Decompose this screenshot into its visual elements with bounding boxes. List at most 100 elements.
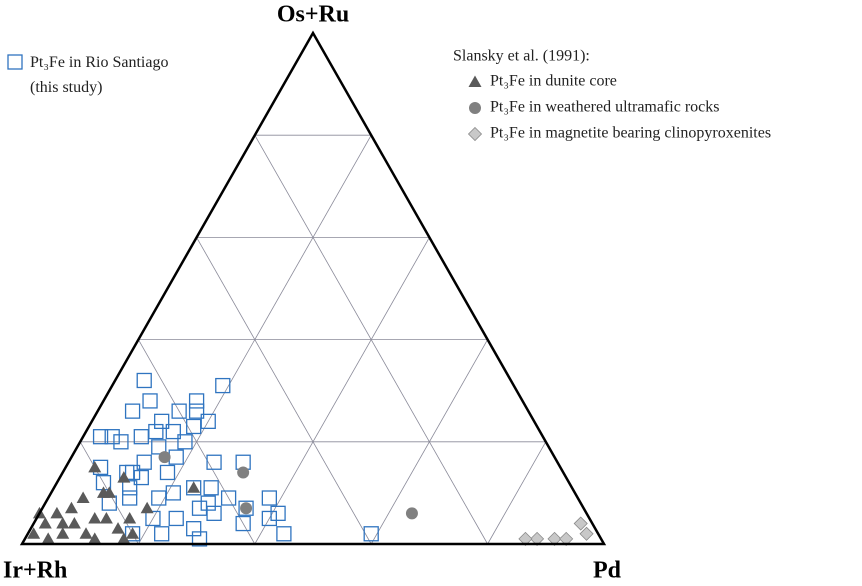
square-marker bbox=[133, 429, 149, 445]
square-marker bbox=[92, 429, 109, 445]
triangle-marker bbox=[88, 511, 102, 524]
diamond-marker bbox=[559, 531, 574, 546]
diamond-marker bbox=[573, 516, 588, 531]
grid-line bbox=[138, 339, 256, 545]
triangle-marker bbox=[111, 522, 125, 534]
triangle-frame bbox=[19, 30, 607, 546]
legend-entry: Pt₃Fe in Rio Santiago (this study) bbox=[30, 54, 169, 96]
square-marker bbox=[124, 403, 141, 419]
legend-entry: Pt₃Fe in magnetite bearing clinopyroxeni… bbox=[490, 125, 771, 142]
circle-marker bbox=[158, 451, 171, 464]
square-marker bbox=[101, 495, 117, 511]
square-marker bbox=[151, 439, 167, 455]
square-marker bbox=[148, 423, 164, 440]
triangle-marker bbox=[123, 511, 137, 524]
grid-line bbox=[370, 339, 488, 545]
square-marker bbox=[186, 480, 202, 496]
square-marker bbox=[171, 403, 187, 419]
square-marker bbox=[7, 54, 23, 70]
square-marker bbox=[261, 490, 278, 506]
circle-marker bbox=[405, 507, 418, 520]
square-marker bbox=[220, 490, 237, 506]
diamond-marker bbox=[579, 526, 594, 541]
square-marker bbox=[363, 526, 379, 542]
square-marker bbox=[104, 429, 120, 445]
square-marker bbox=[159, 464, 176, 481]
square-marker bbox=[200, 495, 216, 511]
diamond-marker bbox=[547, 531, 562, 546]
square-marker bbox=[133, 469, 149, 486]
square-marker bbox=[151, 490, 167, 506]
vertex-label: Ir+Rh bbox=[3, 558, 67, 584]
square-marker bbox=[276, 526, 292, 542]
square-marker bbox=[154, 413, 170, 430]
triangle-marker bbox=[88, 532, 102, 544]
square-marker bbox=[165, 485, 181, 501]
circle-marker bbox=[240, 502, 253, 515]
triangle-marker bbox=[56, 517, 70, 529]
square-marker bbox=[177, 434, 193, 450]
triangle-marker bbox=[102, 486, 116, 498]
triangle-marker bbox=[117, 532, 131, 544]
square-marker bbox=[136, 454, 152, 470]
square-marker bbox=[261, 510, 278, 527]
triangle-marker bbox=[64, 501, 78, 514]
square-marker bbox=[270, 505, 286, 521]
diamond-marker bbox=[518, 531, 533, 546]
triangle-marker bbox=[79, 527, 93, 539]
triangle-marker bbox=[76, 491, 90, 504]
square-marker bbox=[238, 500, 254, 516]
vertex-label: Os+Ru bbox=[277, 2, 349, 28]
triangle-marker bbox=[468, 75, 482, 87]
grid-line bbox=[487, 441, 547, 545]
triangle-marker bbox=[140, 501, 154, 514]
circle-marker bbox=[469, 102, 481, 114]
triangle-marker bbox=[50, 506, 64, 519]
diamond-marker bbox=[467, 126, 483, 142]
legend-entry: Pt₃Fe in weathered ultramafic rocks bbox=[490, 99, 720, 116]
square-marker bbox=[168, 449, 184, 465]
series bbox=[92, 372, 379, 547]
square-marker bbox=[165, 423, 181, 440]
square-marker bbox=[142, 393, 158, 409]
square-marker bbox=[154, 526, 170, 542]
square-marker bbox=[203, 480, 219, 496]
square-marker bbox=[188, 393, 205, 409]
triangle-marker bbox=[126, 527, 140, 539]
square-marker bbox=[186, 521, 202, 537]
square-marker bbox=[145, 510, 161, 527]
square-marker bbox=[206, 454, 222, 470]
triangle-marker bbox=[117, 471, 131, 483]
series bbox=[518, 516, 594, 546]
square-marker bbox=[136, 372, 152, 389]
grid-line bbox=[254, 237, 430, 545]
square-marker bbox=[191, 531, 208, 547]
square-marker bbox=[235, 515, 251, 532]
square-marker bbox=[122, 480, 138, 496]
series bbox=[27, 460, 201, 544]
triangle-marker bbox=[56, 527, 70, 539]
square-marker bbox=[206, 505, 222, 521]
square-marker bbox=[122, 490, 138, 506]
square-marker bbox=[124, 526, 141, 542]
square-marker bbox=[215, 377, 231, 394]
series bbox=[158, 451, 418, 520]
triangle-marker bbox=[88, 460, 102, 473]
diamond-marker bbox=[530, 531, 545, 546]
triangle-marker bbox=[38, 517, 52, 529]
legend-entry: Pt₃Fe in dunite core bbox=[490, 73, 617, 90]
grid-line bbox=[196, 237, 372, 545]
triangle-marker bbox=[67, 517, 81, 529]
triangle-marker bbox=[187, 481, 201, 493]
triangle-marker bbox=[41, 532, 55, 544]
vertex-label: Pd bbox=[593, 558, 622, 584]
triangle-marker bbox=[27, 527, 41, 539]
square-marker bbox=[188, 403, 205, 419]
square-marker bbox=[168, 510, 184, 527]
square-marker bbox=[191, 500, 208, 516]
legend-title: Slansky et al. (1991): bbox=[453, 48, 590, 65]
triangle-marker bbox=[99, 511, 113, 524]
circle-marker bbox=[237, 466, 250, 479]
